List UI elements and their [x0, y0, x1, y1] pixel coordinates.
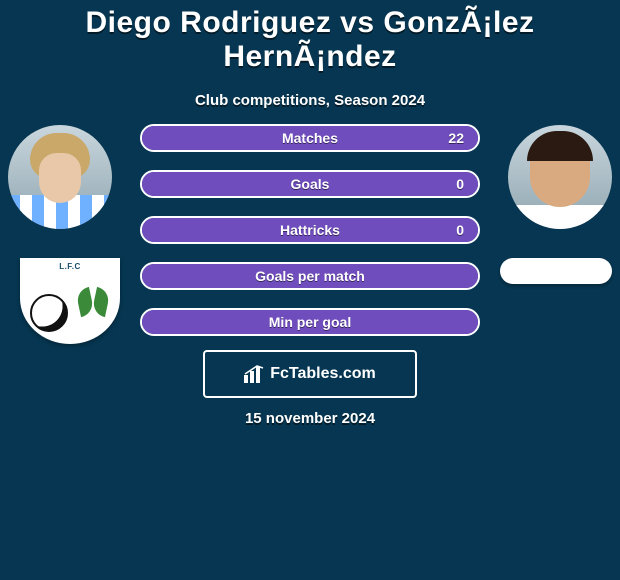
- stat-value-right: 0: [456, 172, 464, 196]
- stat-row: Goals 0: [140, 170, 480, 198]
- stat-row: Goals per match: [140, 262, 480, 290]
- date-text: 15 november 2024: [0, 410, 620, 427]
- club-right-badge: [500, 258, 612, 284]
- player-left-avatar: [8, 125, 112, 229]
- club-left-badge-text: L.F.C: [20, 262, 120, 271]
- stat-value-right: 0: [456, 218, 464, 242]
- stat-label: Hattricks: [280, 222, 340, 238]
- player-right-avatar: [508, 125, 612, 229]
- stat-row: Hattricks 0: [140, 216, 480, 244]
- stat-row: Min per goal: [140, 308, 480, 336]
- stat-label: Matches: [282, 130, 338, 146]
- stats-list: Matches 22 Goals 0 Hattricks 0 Goals per match…: [140, 124, 480, 336]
- watermark: FcTables.com: [203, 350, 417, 398]
- stat-label: Goals per match: [255, 268, 365, 284]
- chart-icon: [244, 365, 264, 383]
- stat-value-right: 22: [448, 126, 464, 150]
- stat-label: Min per goal: [269, 314, 351, 330]
- stat-row: Matches 22: [140, 124, 480, 152]
- club-left-badge: L.F.C: [20, 258, 120, 344]
- watermark-text: FcTables.com: [270, 365, 376, 383]
- subtitle: Club competitions, Season 2024: [0, 92, 620, 109]
- page-title: Diego Rodriguez vs GonzÃ¡lez HernÃ¡ndez: [0, 0, 620, 74]
- stat-label: Goals: [291, 176, 330, 192]
